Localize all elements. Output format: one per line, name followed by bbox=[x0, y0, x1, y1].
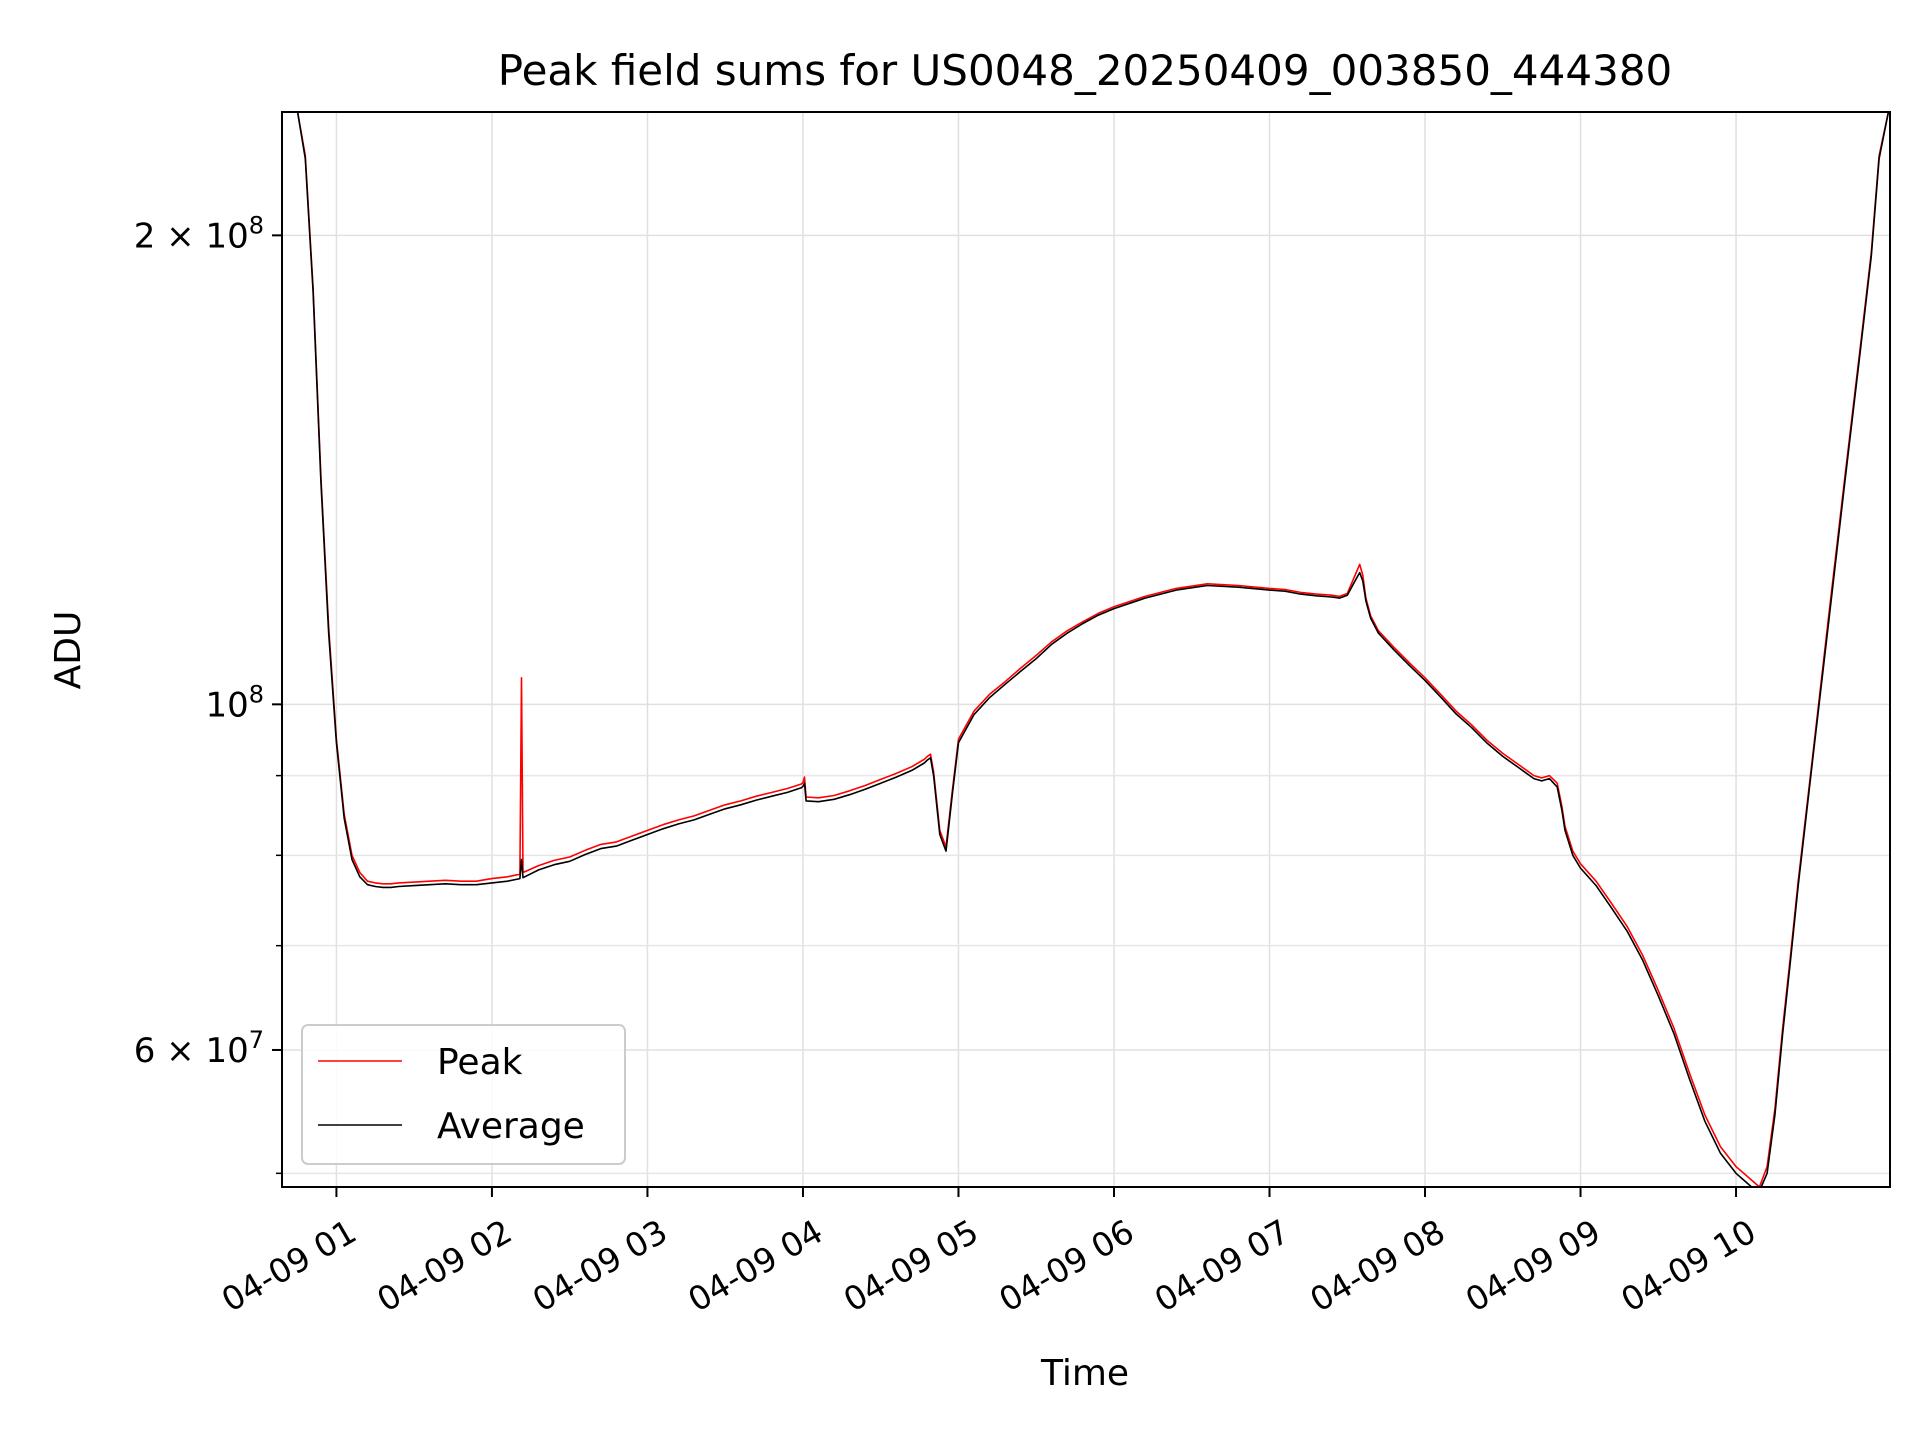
x-axis-label: Time bbox=[1040, 1353, 1129, 1394]
legend: Peak Average bbox=[301, 1024, 626, 1165]
legend-box bbox=[301, 1024, 626, 1165]
series-line-peak bbox=[286, 112, 1890, 1187]
series-lines bbox=[286, 112, 1890, 1187]
series-line-average bbox=[286, 112, 1890, 1187]
y-tick-label: 6 × 107 bbox=[134, 1026, 264, 1071]
y-tick-label: 108 bbox=[205, 680, 264, 725]
y-tick-label: 2 × 108 bbox=[134, 211, 264, 256]
grid bbox=[282, 112, 1890, 1187]
plot-frame bbox=[281, 111, 1891, 1188]
legend-peak-label: Peak bbox=[437, 1042, 523, 1083]
legend-average-label: Average bbox=[437, 1106, 585, 1147]
y-axis-label: ADU bbox=[48, 611, 89, 690]
chart-title: Peak field sums for US0048_20250409_0038… bbox=[498, 46, 1673, 95]
